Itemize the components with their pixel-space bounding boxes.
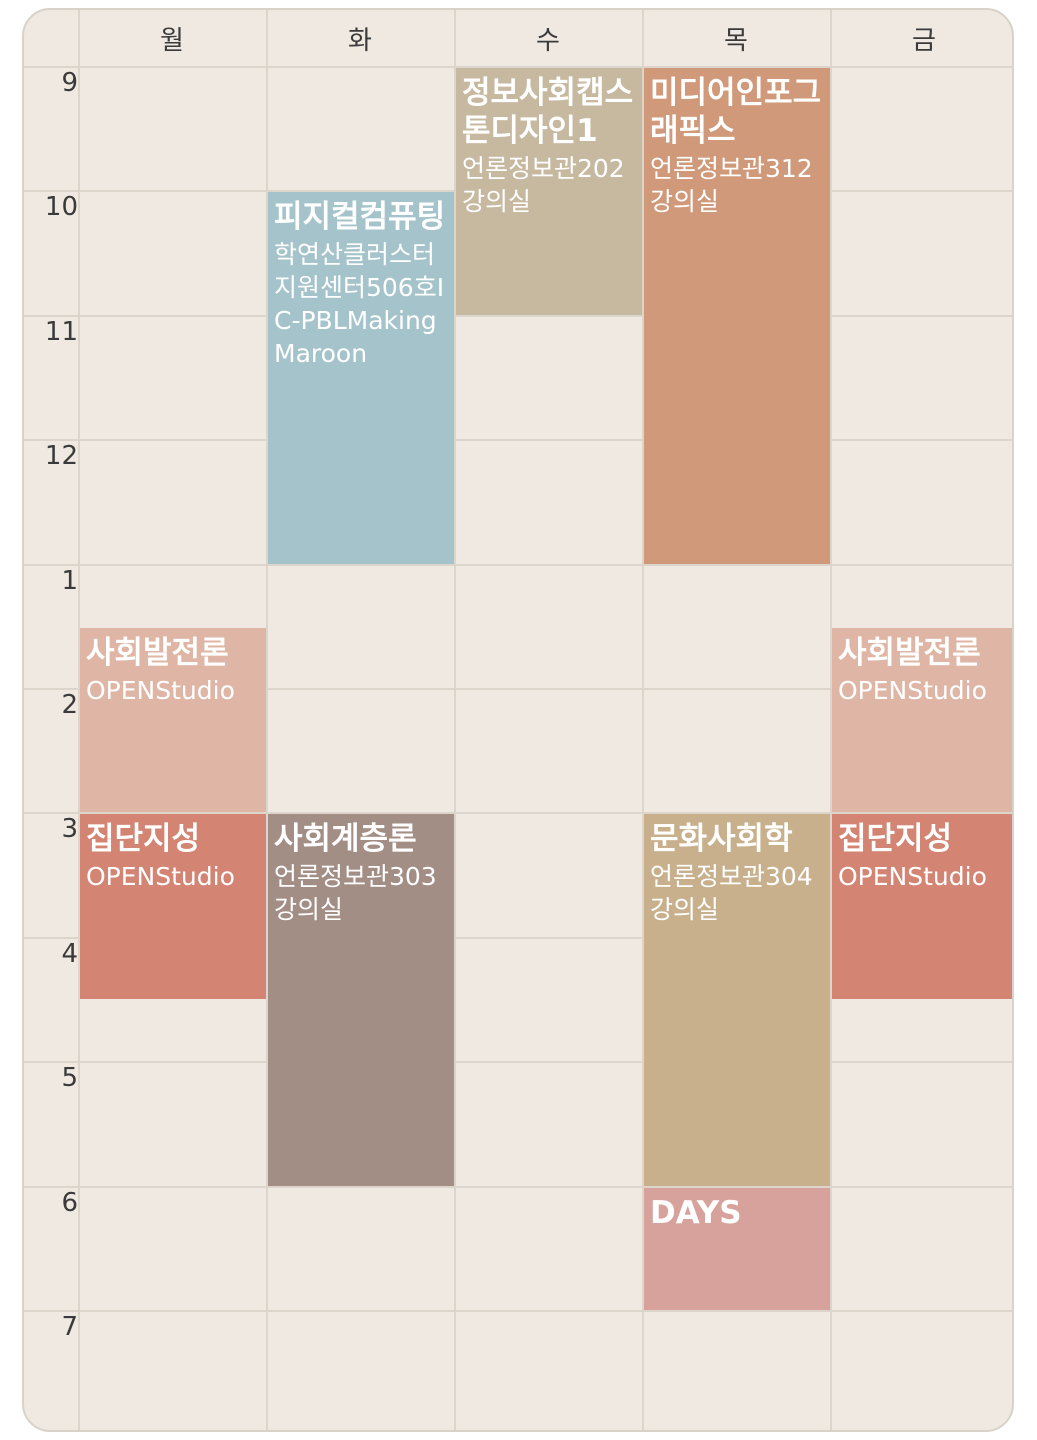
day-header: 목 bbox=[724, 25, 748, 56]
class-room: OPENStudio bbox=[86, 862, 235, 892]
grid-vline bbox=[454, 10, 456, 1430]
hour-label: 2 bbox=[61, 690, 78, 720]
grid-hline bbox=[24, 688, 1012, 690]
hour-label: 5 bbox=[61, 1063, 78, 1094]
grid-hline bbox=[24, 563, 1012, 566]
class-block[interactable]: 집단지성 OPENStudio bbox=[832, 814, 1012, 999]
class-room: 언론정보관304강의실 bbox=[650, 862, 813, 925]
grid-hline bbox=[24, 314, 1012, 317]
class-block[interactable]: DAYS bbox=[644, 1187, 830, 1310]
hour-label: 9 bbox=[61, 68, 78, 98]
hour-label: 6 bbox=[61, 1187, 78, 1218]
class-title: 사회발전론 bbox=[86, 634, 229, 671]
class-room: 언론정보관202강의실 bbox=[462, 154, 625, 216]
hour-label: 12 bbox=[44, 441, 78, 472]
day-header: 수 bbox=[536, 25, 560, 56]
grid-hline bbox=[24, 66, 1012, 68]
grid-hline bbox=[24, 1061, 1012, 1064]
day-header: 화 bbox=[348, 25, 372, 56]
class-title: 문화사회학 bbox=[650, 821, 793, 858]
grid-vline bbox=[78, 10, 80, 1430]
class-room: 언론정보관303강의실 bbox=[274, 862, 437, 925]
class-block[interactable]: 사회발전론 OPENStudio bbox=[832, 627, 1012, 813]
class-title: 사회발전론 bbox=[838, 634, 981, 671]
class-room: 학연산클러스터지원센터506호IC-PBLMakingMaroon bbox=[274, 240, 445, 369]
grid-hline bbox=[24, 1310, 1012, 1312]
grid-vline bbox=[642, 10, 644, 1430]
hour-label: 11 bbox=[44, 316, 78, 347]
grid-hline bbox=[24, 936, 1012, 939]
hour-label: 4 bbox=[61, 938, 78, 969]
grid-vline bbox=[266, 10, 268, 1430]
class-title: 사회계층론 bbox=[274, 821, 417, 858]
class-title: DAYS bbox=[650, 1194, 742, 1231]
grid-hline bbox=[24, 439, 1012, 442]
class-title: 피지컬컴퓨팅 bbox=[274, 199, 446, 236]
grid-hline bbox=[24, 1185, 1012, 1188]
hour-label: 1 bbox=[61, 565, 78, 596]
class-room: OPENStudio bbox=[838, 862, 987, 892]
class-title: 미디어인포그래픽스 bbox=[650, 75, 822, 149]
class-title: 집단지성 bbox=[838, 821, 953, 858]
class-title: 집단지성 bbox=[86, 821, 201, 858]
hour-label: 3 bbox=[61, 814, 78, 845]
class-block[interactable]: 정보사회캡스톤디자인1 언론정보관202강의실 bbox=[456, 68, 642, 315]
class-room: OPENStudio bbox=[838, 675, 987, 705]
hour-label: 10 bbox=[44, 192, 78, 223]
class-room: OPENStudio bbox=[86, 675, 235, 705]
day-header: 금 bbox=[912, 25, 936, 56]
class-title: 정보사회캡스톤디자인1 bbox=[462, 75, 634, 149]
hour-label: 7 bbox=[61, 1312, 78, 1342]
grid-vline bbox=[830, 10, 832, 1430]
class-block[interactable]: 미디어인포그래픽스 언론정보관312강의실 bbox=[644, 68, 830, 564]
class-room: 언론정보관312강의실 bbox=[650, 154, 813, 216]
class-block[interactable]: 집단지성 OPENStudio bbox=[80, 814, 266, 999]
class-block[interactable]: 사회발전론 OPENStudio bbox=[80, 627, 266, 813]
timetable: 월 화 수 목 금 9 10 11 12 1 2 3 4 5 6 7 피지컬컴퓨팅 학연산클러스터지원센터506호… bbox=[22, 8, 1014, 1432]
day-header: 월 bbox=[160, 25, 184, 56]
grid-hline bbox=[24, 812, 1012, 815]
